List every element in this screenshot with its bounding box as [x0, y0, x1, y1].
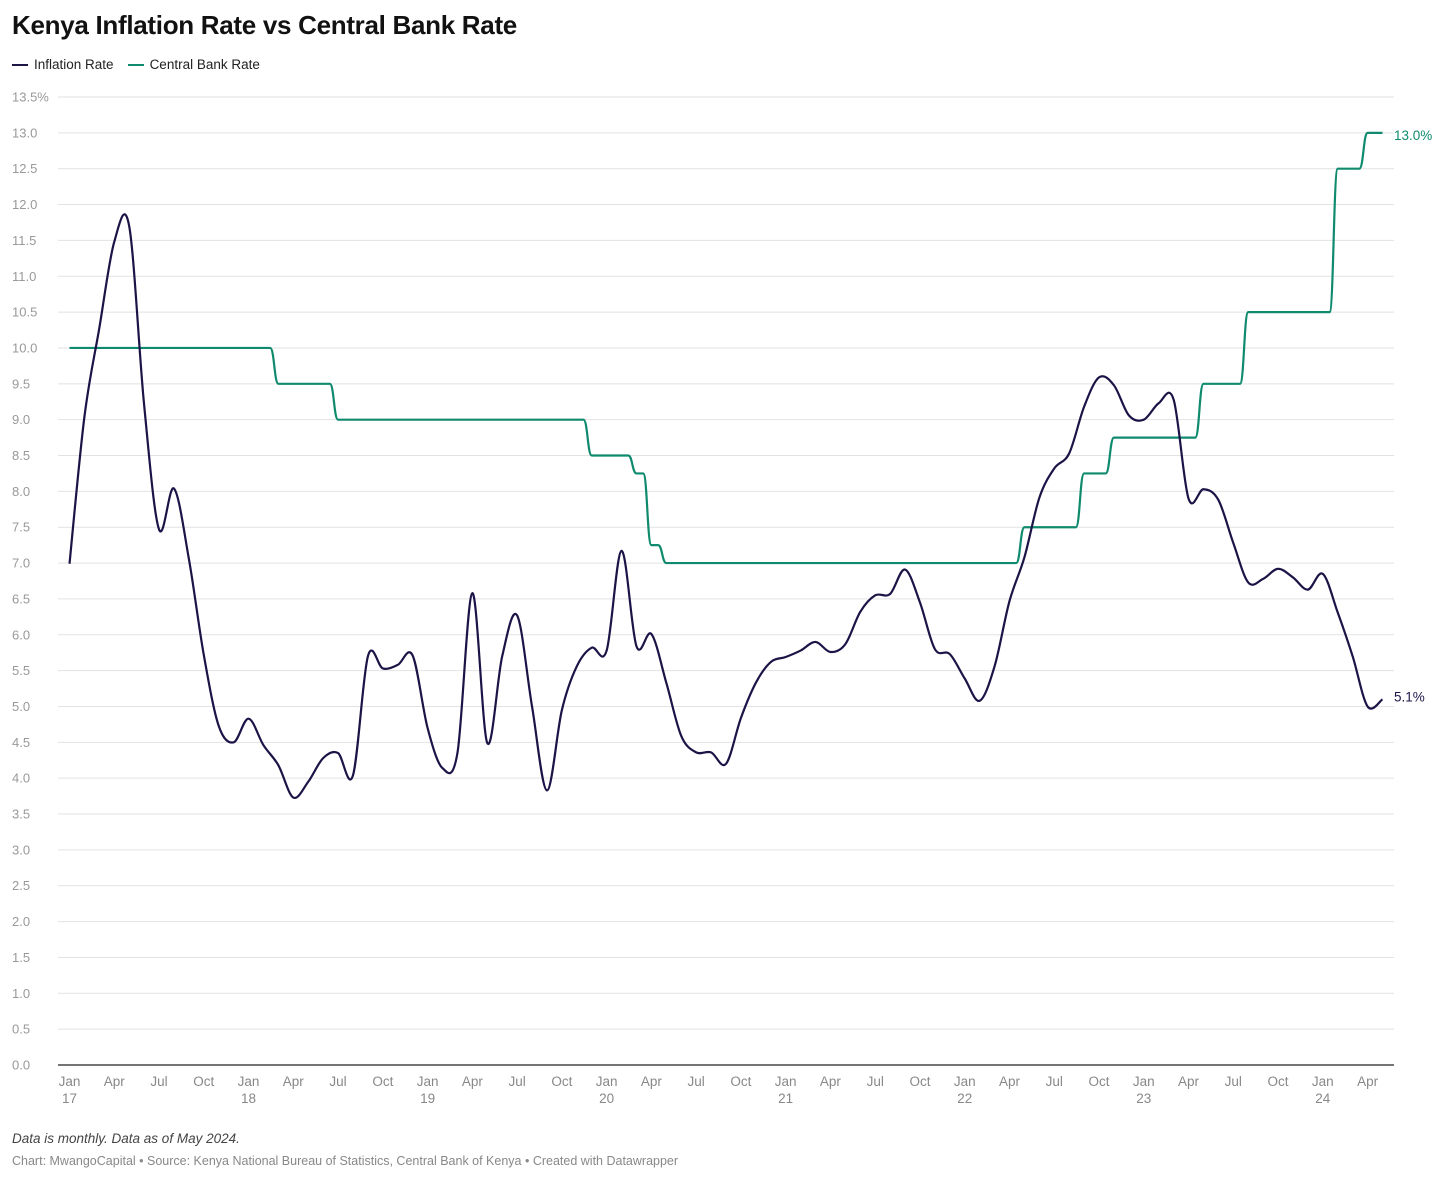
x-tick-label: Apr — [641, 1074, 663, 1089]
y-axis-ticks: 0.0 0.5 1.0 1.5 2.0 2.5 3.0 3.5 4.0 4.5 5.0 5.5 6.0 6… — [12, 90, 49, 1073]
y-tick-label: 8.5 — [12, 448, 30, 463]
y-tick-label: 1.5 — [12, 950, 30, 965]
x-tick-label: Jul — [867, 1074, 884, 1089]
y-tick-label: 4.5 — [12, 735, 30, 750]
x-tick-label: Jul — [1046, 1074, 1063, 1089]
y-tick-label: 10.0 — [12, 340, 37, 355]
x-tick-label: Jul — [329, 1074, 346, 1089]
gridlines — [58, 96, 1394, 1030]
x-tick-label: Apr — [1178, 1074, 1200, 1089]
y-tick-label: 2.0 — [12, 914, 30, 929]
x-tick-year-label: 19 — [420, 1091, 435, 1106]
x-tick-label: Apr — [462, 1074, 484, 1089]
y-tick-label: 9.5 — [12, 376, 30, 391]
x-tick-label: Apr — [820, 1074, 842, 1089]
x-tick-label: Jul — [150, 1074, 167, 1089]
y-tick-label: 5.0 — [12, 699, 30, 714]
x-tick-label: Jul — [688, 1074, 705, 1089]
x-tick-label: Jan — [1312, 1074, 1334, 1089]
legend-item-cbr: Central Bank Rate — [127, 57, 260, 72]
x-tick-label: Apr — [104, 1074, 126, 1089]
x-tick-year-label: 17 — [62, 1091, 77, 1106]
y-tick-label: 8.0 — [12, 484, 30, 499]
y-tick-label: 3.0 — [12, 842, 30, 857]
y-tick-label: 11.0 — [12, 269, 36, 284]
x-tick-label: Jan — [775, 1074, 797, 1089]
y-tick-label: 10.5 — [12, 305, 37, 320]
legend: Inflation Rate Central Bank Rate — [12, 57, 260, 72]
legend-label-cbr: Central Bank Rate — [149, 57, 260, 72]
y-tick-label: 12.0 — [12, 197, 37, 212]
x-tick-label: Jul — [1225, 1074, 1242, 1089]
x-tick-label: Oct — [1089, 1074, 1110, 1089]
y-tick-label: 9.0 — [12, 412, 30, 427]
x-tick-year-label: 21 — [778, 1091, 793, 1106]
legend-swatch-cbr — [127, 63, 144, 66]
y-tick-label: 6.5 — [12, 591, 30, 606]
x-tick-year-label: 22 — [957, 1091, 972, 1106]
x-tick-label: Oct — [730, 1074, 751, 1089]
legend-swatch-inflation — [12, 63, 28, 66]
x-tick-label: Oct — [372, 1074, 393, 1089]
y-tick-label: 7.5 — [12, 520, 30, 535]
x-tick-label: Jul — [508, 1074, 525, 1089]
end-labels: 13.0% 5.1% — [1394, 128, 1432, 704]
end-label-central-bank-rate: 13.0% — [1394, 128, 1432, 143]
footer-credit: Chart: MwangoCapital • Source: Kenya Nat… — [12, 1154, 679, 1168]
end-label-inflation-rate: 5.1% — [1394, 689, 1425, 704]
line-chart: 0.0 0.5 1.0 1.5 2.0 2.5 3.0 3.5 4.0 4.5 5.0 5.5 6.0 6… — [12, 90, 1432, 1107]
y-tick-label: 13.5% — [12, 90, 49, 105]
y-tick-label: 7.0 — [12, 556, 30, 571]
x-tick-label: Apr — [999, 1074, 1021, 1089]
y-tick-label: 0.5 — [12, 1022, 30, 1037]
chart-title: Kenya Inflation Rate vs Central Bank Rat… — [12, 10, 517, 40]
series-lines — [68, 131, 1384, 800]
x-tick-label: Jan — [238, 1074, 260, 1089]
x-tick-label: Apr — [283, 1074, 305, 1089]
x-tick-year-label: 18 — [241, 1091, 256, 1106]
x-tick-label: Apr — [1357, 1074, 1379, 1089]
y-tick-label: 1.0 — [12, 986, 30, 1001]
y-tick-label: 11.5 — [12, 233, 36, 248]
y-tick-label: 0.0 — [12, 1058, 30, 1073]
x-tick-label: Jan — [1133, 1074, 1155, 1089]
x-axis-ticks: Jan 17 Apr Jul Oct Jan 18 Apr Jul Oct Jan 19 Apr Jul O… — [59, 1074, 1379, 1106]
x-tick-label: Oct — [909, 1074, 930, 1089]
y-tick-label: 2.5 — [12, 878, 30, 893]
series-line-central-bank-rate — [69, 131, 1383, 565]
y-tick-label: 6.0 — [12, 627, 30, 642]
y-tick-label: 5.5 — [12, 663, 30, 678]
series-line-inflation-rate — [68, 213, 1384, 800]
x-tick-label: Jan — [59, 1074, 81, 1089]
x-tick-label: Oct — [551, 1074, 572, 1089]
x-tick-year-label: 20 — [599, 1091, 614, 1106]
y-tick-label: 3.5 — [12, 807, 30, 822]
y-tick-label: 13.0 — [12, 125, 37, 140]
x-tick-label: Jan — [954, 1074, 976, 1089]
x-tick-year-label: 23 — [1136, 1091, 1151, 1106]
y-tick-label: 12.5 — [12, 161, 37, 176]
x-tick-label: Jan — [596, 1074, 618, 1089]
footer-note: Data is monthly. Data as of May 2024. — [12, 1131, 240, 1146]
legend-item-inflation: Inflation Rate — [12, 57, 114, 72]
x-tick-year-label: 24 — [1315, 1091, 1331, 1106]
x-tick-label: Oct — [193, 1074, 214, 1089]
x-tick-label: Oct — [1268, 1074, 1289, 1089]
y-tick-label: 4.0 — [12, 771, 30, 786]
x-tick-label: Jan — [417, 1074, 439, 1089]
legend-label-inflation: Inflation Rate — [34, 57, 114, 72]
